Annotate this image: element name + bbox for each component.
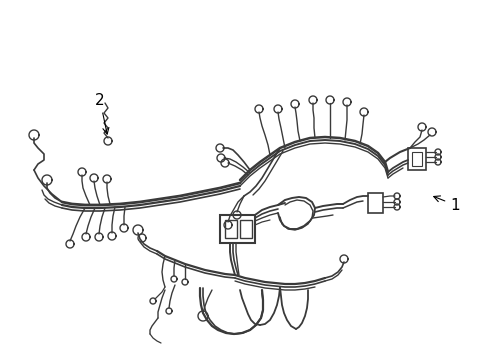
- Bar: [412, 152, 422, 166]
- Bar: [220, 215, 255, 243]
- Bar: [240, 220, 252, 238]
- Bar: [368, 193, 383, 213]
- Text: 2: 2: [95, 93, 109, 134]
- Bar: [225, 220, 237, 238]
- Bar: [408, 148, 426, 170]
- Text: 1: 1: [434, 196, 460, 212]
